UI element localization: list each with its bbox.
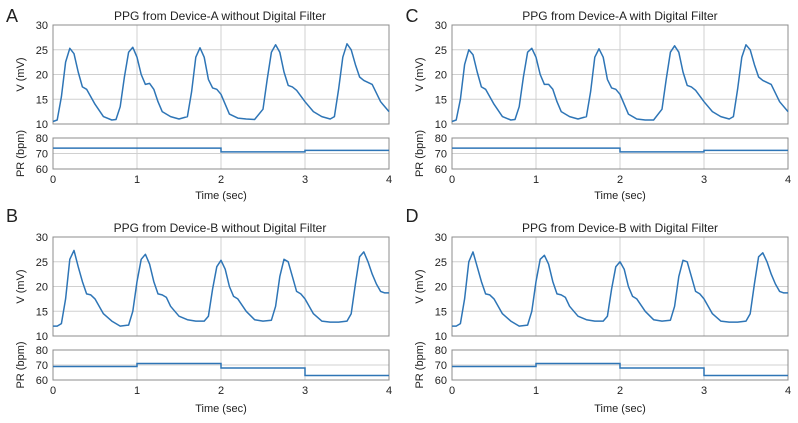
x-tick-label: 2 — [218, 174, 224, 186]
ppg-y-tick-label: 30 — [435, 20, 447, 32]
pr-step-line — [53, 362, 389, 377]
x-tick-label: 0 — [449, 174, 455, 186]
pr-y-tick-label: 60 — [36, 164, 48, 176]
x-tick-label: 1 — [134, 174, 140, 186]
pr-y-tick-label: 70 — [435, 360, 447, 372]
ppg-series-line — [52, 43, 390, 123]
pr-y-axis-label: PR (bpm) — [414, 341, 426, 388]
x-tick-label: 4 — [785, 174, 791, 186]
x-tick-label: 4 — [386, 385, 392, 397]
x-tick-label: 1 — [533, 385, 539, 397]
pr-plot-frame — [451, 137, 789, 170]
pr-y-tick-label: 70 — [36, 149, 48, 161]
ppg-y-axis-label: V (mV) — [414, 57, 426, 91]
pr-plot-frame — [52, 137, 390, 170]
x-tick-label: 2 — [617, 174, 623, 186]
panel-b: B PPG from Device-B without Digital Filte… — [6, 206, 392, 415]
x-tick-label: 0 — [449, 385, 455, 397]
ppg-y-tick-label: 15 — [435, 94, 447, 106]
x-tick-label: 2 — [617, 385, 623, 397]
panel-letter: D — [406, 206, 419, 226]
ppg-y-tick-label: 30 — [36, 20, 48, 32]
x-tick-label: 4 — [785, 385, 791, 397]
ppg-y-tick-label: 10 — [36, 119, 48, 131]
ppg-y-tick-label: 20 — [36, 70, 48, 82]
panel-letter: B — [6, 206, 18, 226]
pr-y-axis-label: PR (bpm) — [15, 341, 27, 388]
x-tick-label: 3 — [701, 174, 707, 186]
panel-a: A PPG from Device-A without Digital Filte… — [6, 6, 392, 202]
ppg-plot-frame — [451, 236, 789, 337]
ppg-y-tick-label: 25 — [435, 257, 447, 269]
x-tick-label: 4 — [386, 174, 392, 186]
ppg-y-tick-label: 20 — [435, 282, 447, 294]
ppg-plot-frame — [52, 236, 390, 337]
pr-plot-frame — [52, 349, 390, 381]
ppg-y-tick-label: 10 — [435, 331, 447, 343]
pr-y-tick-label: 60 — [36, 375, 48, 387]
pr-y-axis-label: PR (bpm) — [414, 130, 426, 177]
pr-step-line — [452, 147, 788, 153]
pr-step-line — [452, 362, 788, 377]
ppg-series-line — [53, 249, 389, 327]
ppg-y-tick-label: 15 — [36, 94, 48, 106]
pr-step-line — [53, 147, 389, 153]
ppg-y-axis-label: V (mV) — [15, 269, 27, 303]
x-tick-label: 0 — [50, 385, 56, 397]
pr-y-tick-label: 60 — [435, 375, 447, 387]
panel-letter: A — [6, 6, 18, 26]
panel-c: C PPG from Device-A with Digital Filter10… — [406, 6, 792, 202]
ppg-y-tick-label: 15 — [36, 306, 48, 318]
x-tick-label: 2 — [218, 385, 224, 397]
ppg-y-axis-label: V (mV) — [15, 57, 27, 91]
ppg-y-tick-label: 30 — [36, 232, 48, 244]
pr-y-tick-label: 80 — [435, 133, 447, 145]
pr-y-tick-label: 70 — [36, 360, 48, 372]
pr-y-tick-label: 80 — [36, 133, 48, 145]
x-tick-label: 3 — [302, 385, 308, 397]
chart-title: PPG from Device-B with Digital Filter — [522, 221, 718, 235]
x-tick-label: 3 — [701, 385, 707, 397]
pr-y-axis-label: PR (bpm) — [15, 130, 27, 177]
pr-y-tick-label: 80 — [435, 345, 447, 357]
pr-plot-frame — [451, 349, 789, 381]
ppg-plot-frame — [52, 24, 390, 125]
pr-y-tick-label: 60 — [435, 164, 447, 176]
x-axis-label: Time (sec) — [594, 403, 646, 415]
ppg-y-tick-label: 20 — [36, 282, 48, 294]
ppg-y-tick-label: 20 — [435, 70, 447, 82]
chart-title: PPG from Device-A with Digital Filter — [522, 9, 717, 23]
ppg-y-tick-label: 25 — [36, 257, 48, 269]
ppg-series-line — [452, 251, 788, 327]
ppg-y-tick-label: 10 — [36, 331, 48, 343]
ppg-y-tick-label: 10 — [435, 119, 447, 131]
chart-title: PPG from Device-A without Digital Filter — [114, 9, 326, 23]
ppg-series-line — [451, 44, 789, 123]
ppg-y-axis-label: V (mV) — [414, 269, 426, 303]
chart-title: PPG from Device-B without Digital Filter — [114, 221, 327, 235]
ppg-y-tick-label: 30 — [435, 232, 447, 244]
x-tick-label: 0 — [50, 174, 56, 186]
ppg-y-tick-label: 25 — [36, 45, 48, 57]
ppg-plot-frame — [451, 24, 789, 125]
x-tick-label: 1 — [533, 174, 539, 186]
x-axis-label: Time (sec) — [594, 190, 646, 202]
ppg-y-tick-label: 15 — [435, 306, 447, 318]
x-axis-label: Time (sec) — [195, 403, 247, 415]
ppg-y-tick-label: 25 — [435, 45, 447, 57]
x-axis-label: Time (sec) — [195, 190, 247, 202]
x-tick-label: 1 — [134, 385, 140, 397]
pr-y-tick-label: 80 — [36, 345, 48, 357]
panel-letter: C — [406, 6, 419, 26]
pr-y-tick-label: 70 — [435, 149, 447, 161]
x-tick-label: 3 — [302, 174, 308, 186]
